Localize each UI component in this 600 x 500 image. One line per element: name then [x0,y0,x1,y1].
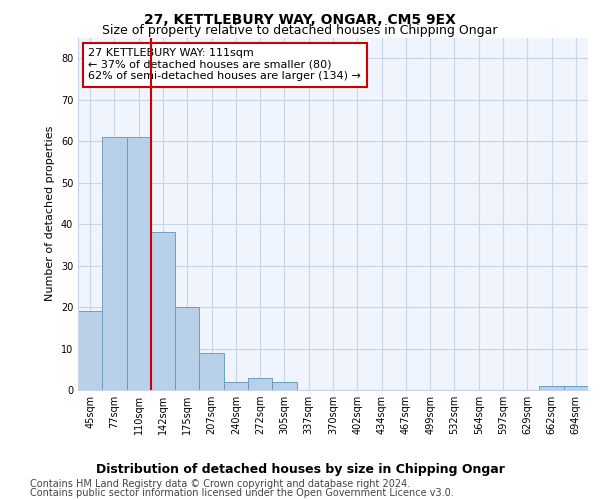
Text: 27, KETTLEBURY WAY, ONGAR, CM5 9EX: 27, KETTLEBURY WAY, ONGAR, CM5 9EX [144,12,456,26]
Bar [102,137,127,390]
Bar [539,386,564,390]
Text: Contains public sector information licensed under the Open Government Licence v3: Contains public sector information licen… [30,488,454,498]
Bar [564,386,588,390]
Bar [78,311,102,390]
Y-axis label: Number of detached properties: Number of detached properties [45,126,55,302]
Text: 27 KETTLEBURY WAY: 111sqm
← 37% of detached houses are smaller (80)
62% of semi-: 27 KETTLEBURY WAY: 111sqm ← 37% of detac… [88,48,361,82]
Bar [199,352,224,390]
Bar [224,382,248,390]
Bar [272,382,296,390]
Bar [127,137,151,390]
Bar [248,378,272,390]
Text: Size of property relative to detached houses in Chipping Ongar: Size of property relative to detached ho… [102,24,498,37]
Bar [175,307,199,390]
Bar [151,232,175,390]
Text: Distribution of detached houses by size in Chipping Ongar: Distribution of detached houses by size … [95,462,505,475]
Text: Contains HM Land Registry data © Crown copyright and database right 2024.: Contains HM Land Registry data © Crown c… [30,479,410,489]
